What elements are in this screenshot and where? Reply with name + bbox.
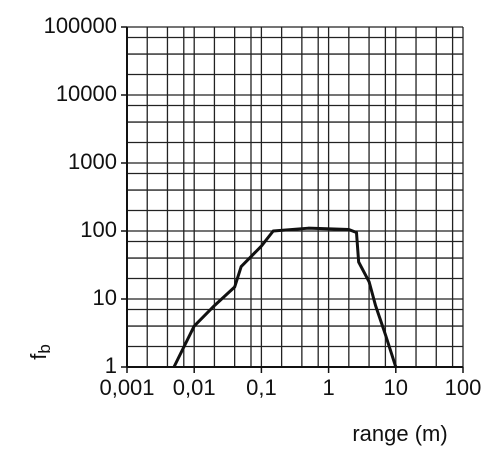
y-tick-label: 1000 — [68, 149, 117, 174]
y-tick-label: 100000 — [44, 13, 117, 38]
y-tick-label: 100 — [80, 217, 117, 242]
data-line — [172, 226, 398, 368]
y-tick-label: 10000 — [56, 81, 117, 106]
x-tick-label: 0,001 — [99, 375, 154, 400]
y-axis-label-sub: b — [35, 344, 54, 353]
y-tick-label: 10 — [93, 285, 117, 310]
x-tick-label: 100 — [445, 375, 482, 400]
x-tick-label: 0,1 — [246, 375, 277, 400]
x-tick-label: 0,01 — [173, 375, 216, 400]
x-axis-label: range (m) — [352, 421, 447, 446]
x-tick-label: 1 — [322, 375, 334, 400]
y-axis-label-main: f — [26, 353, 51, 360]
x-tick-label: 10 — [384, 375, 408, 400]
y-tick-label: 1 — [105, 353, 117, 378]
y-axis-label: fb — [26, 344, 55, 360]
